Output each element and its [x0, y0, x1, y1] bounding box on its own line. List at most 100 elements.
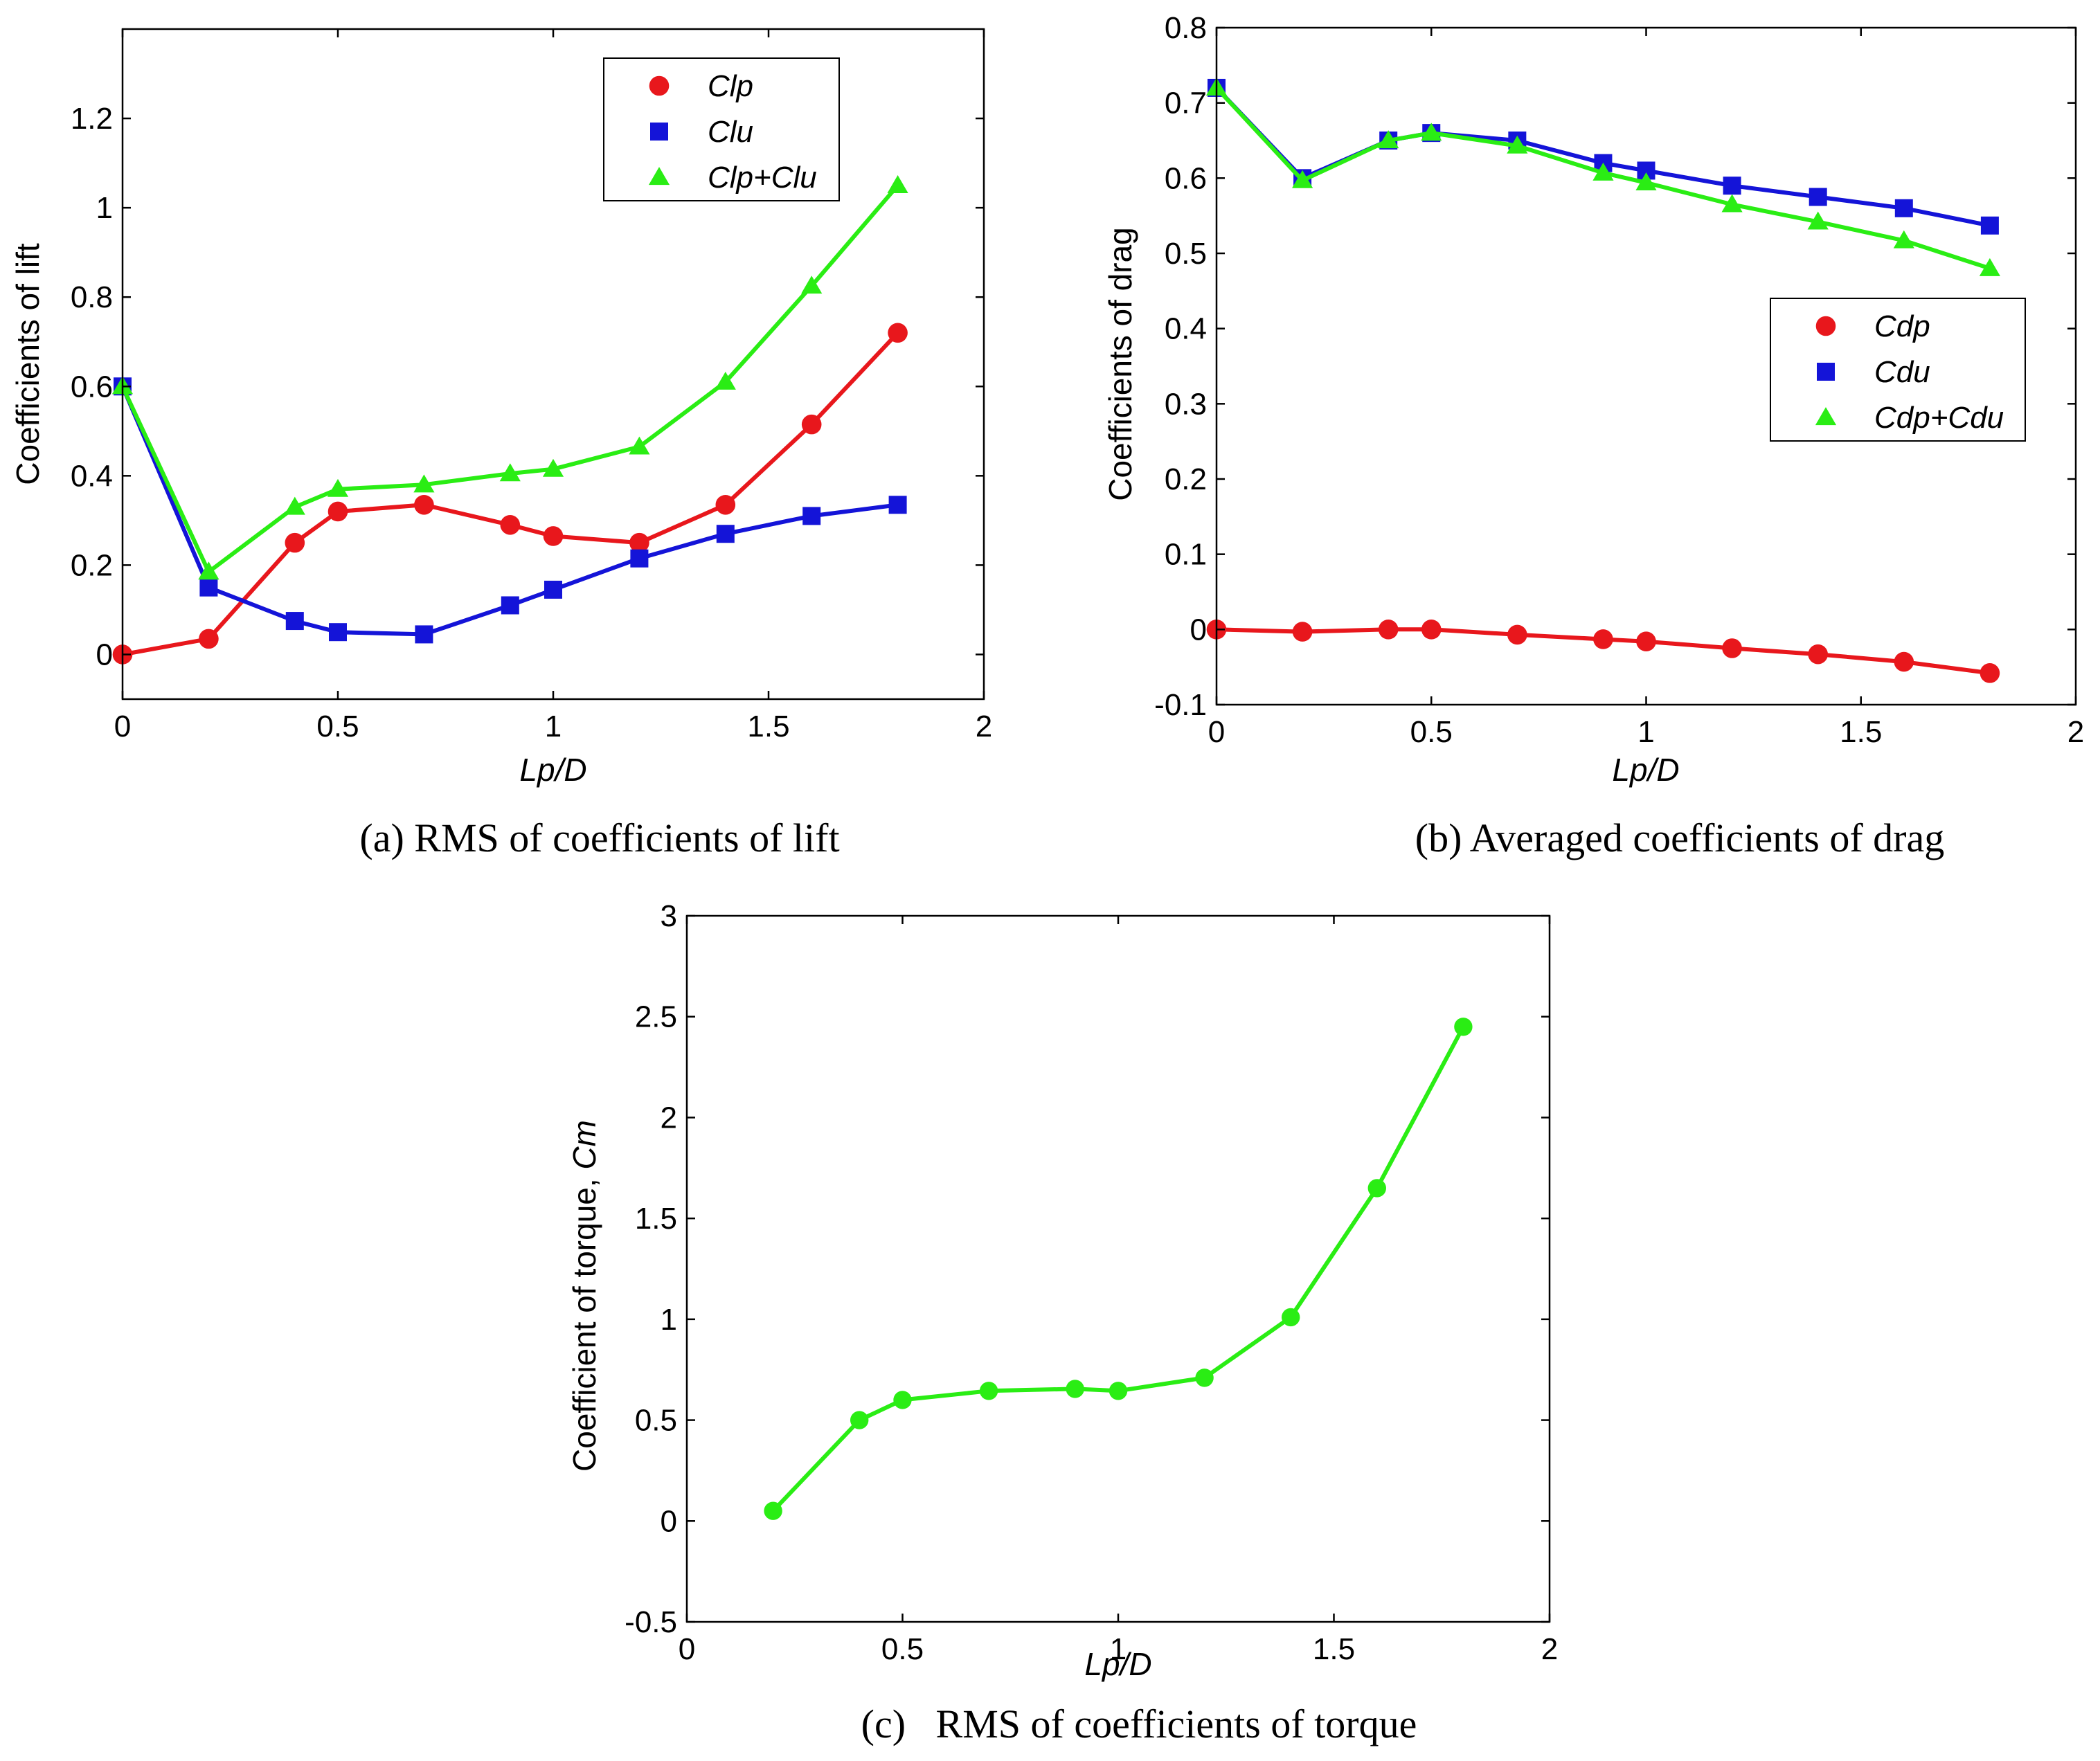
lift-series-clp-plus-clu-point	[887, 175, 908, 193]
lift-series-clp-plus-clu-line	[120, 183, 899, 575]
drag-series-cdp-plus-cdu-point	[1979, 258, 2000, 276]
torque-x-tick-label: 2	[1541, 1632, 1558, 1666]
lift-series-clp-plus-clu-point	[327, 478, 349, 497]
torque-series-cm-point	[1109, 1382, 1128, 1400]
lift-x-tick-label: 1.5	[747, 710, 789, 743]
lift-legend-entry-clp-plus-clu-label: Clp+Clu	[708, 161, 817, 195]
drag-x-tick-label: 2	[2067, 715, 2084, 749]
drag-series-cdp-plus-cdu-point	[1592, 162, 1614, 181]
lift-legend-entry-clu-label: Clu	[708, 115, 753, 149]
lift-series-clp-plus-clu-point	[284, 496, 305, 515]
torque-series-cm-point	[1066, 1380, 1084, 1398]
drag-legend-entry-cdu-marker	[1817, 363, 1835, 381]
lift-y-tick-label: 0.4	[71, 459, 113, 493]
lift-series-clp	[112, 323, 908, 665]
lift-series-clu	[114, 377, 907, 644]
drag-series-cdp-plus-cdu-point	[1507, 135, 1528, 154]
drag-legend-entry-cdp-label: Cdp	[1874, 309, 1930, 343]
lift-y-tick-label: 1	[96, 191, 113, 225]
drag-series-cdp-point	[1636, 631, 1656, 652]
drag-legend-entry-cdp-plus-cdu-marker	[1815, 407, 1837, 426]
lift-legend-entry-clu-marker	[650, 123, 668, 141]
drag-series-cdp-plus-cdu-point	[1721, 194, 1743, 213]
drag-y-tick-label: 0.2	[1165, 462, 1207, 496]
lift-series-clp-plus-clu-point	[413, 474, 435, 493]
lift-y-tick-label: 0.8	[71, 280, 113, 314]
drag-y-tick-label: 0.6	[1165, 161, 1207, 195]
drag-y-tick-label: -0.1	[1154, 688, 1207, 722]
lift-x-tick-label: 0	[114, 710, 131, 743]
drag-y-tick-label: 0.4	[1165, 312, 1207, 346]
drag-x-axis-label: Lp/D	[1612, 752, 1679, 788]
drag-legend-entry-cdp-plus-cdu-label: Cdp+Cdu	[1874, 401, 2004, 435]
lift-series-clu-point	[329, 623, 347, 642]
drag-series-cdp-plus-cdu-point	[1807, 211, 1829, 230]
drag-series-cdp-plus-cdu-point	[1421, 123, 1442, 141]
torque-series-cm-point	[850, 1411, 869, 1429]
lift-series-clu-point	[716, 525, 735, 543]
torque-y-axis-label-prefix: Coefficient of torque,	[566, 1170, 602, 1472]
lift-y-tick-label: 0	[96, 638, 113, 671]
drag-x-tick-label: 1.5	[1840, 715, 1882, 749]
drag-series-cdu-point	[1723, 177, 1741, 195]
torque-y-tick-label: 0	[661, 1504, 677, 1538]
lift-y-axis-label: Coefficients of lift	[10, 243, 46, 485]
lift-series-clu-point	[630, 549, 649, 568]
lift-series-clp-point	[543, 526, 564, 546]
lift-series-clp-plus-clu-point	[715, 371, 736, 390]
drag-legend-entry-cdp-marker	[1815, 316, 1836, 336]
lift-series-clu-point	[285, 612, 304, 631]
drag-y-tick-label: 0	[1190, 613, 1207, 647]
drag-series-cdp-plus-cdu-point	[1893, 230, 1914, 249]
drag-x-tick-label: 1	[1637, 715, 1654, 749]
torque-series-cm-line	[771, 1025, 1466, 1512]
drag-x-tick-label: 0.5	[1410, 715, 1453, 749]
torque-x-tick-label: 0	[679, 1632, 695, 1666]
torque-series-cm-point	[979, 1382, 998, 1400]
lift-series-clp-point	[500, 515, 521, 535]
drag-series-cdp-point	[1894, 651, 1914, 672]
torque-series-cm-point	[764, 1501, 782, 1520]
lift-series-clp-plus-clu-point	[629, 436, 650, 455]
torque-y-axis-label-var: Cm	[566, 1120, 602, 1170]
drag-x-tick-label: 0	[1208, 715, 1225, 749]
torque-caption: (c) RMS of coefficients of torque	[861, 1701, 1417, 1746]
lift-series-clp-plus-clu-point	[198, 561, 219, 580]
lift-x-axis-label: Lp/D	[519, 752, 586, 788]
drag-series-cdp	[1206, 620, 2000, 683]
torque-x-tick-label: 1	[1110, 1632, 1127, 1666]
drag-series-cdu-point	[1809, 188, 1827, 206]
drag-series-cdp-plus-cdu-point	[1378, 130, 1399, 149]
lift-series-clp-point	[715, 494, 736, 515]
drag-series-cdu	[1208, 78, 1999, 235]
drag-series-cdp-point	[1292, 622, 1313, 642]
lift-legend	[603, 57, 840, 201]
lift-series-clp-plus-clu-point	[499, 463, 521, 482]
drag-y-tick-label: 0.3	[1165, 387, 1207, 421]
lift-series-clu-point	[199, 578, 218, 597]
torque-series-cm	[764, 1018, 1473, 1520]
drag-series-cdp-point	[1378, 620, 1399, 640]
lift-series-clp-point	[327, 501, 348, 522]
lift-legend-entry-clp-label: Clp	[708, 69, 753, 103]
lift-series-clp-plus-clu-point	[542, 458, 564, 477]
drag-series-cdp-plus-cdu-point	[1292, 170, 1313, 188]
lift-series-clp-plus-clu-point	[801, 276, 823, 294]
drag-series-cdp-point	[1980, 663, 2000, 683]
lift-x-tick-label: 2	[976, 710, 992, 743]
drag-legend	[1770, 298, 2026, 442]
lift-legend-entry-clp-marker	[649, 75, 670, 96]
drag-series-cdp-plus-cdu	[1205, 78, 2000, 276]
drag-y-tick-label: 0.1	[1165, 538, 1207, 572]
drag-series-cdp-point	[1722, 638, 1742, 658]
lift-series-clu-point	[888, 496, 907, 514]
drag-series-cdp-point	[1593, 629, 1613, 649]
drag-series-cdp-point	[1507, 624, 1527, 645]
lift-series-clu-point	[501, 596, 519, 615]
drag-y-tick-label: 0.8	[1165, 11, 1207, 45]
torque-y-axis-label: Coefficient of torque, Cm	[566, 1120, 602, 1472]
drag-y-axis-label: Coefficients of drag	[1102, 227, 1138, 501]
torque-chart: 0 0.5 1 1.5 2-0.500.511.522.53 Lp/D Coeffici…	[566, 899, 1558, 1746]
lift-series-clp-point	[199, 629, 219, 649]
lift-caption: (a) RMS of coefficients of lift	[359, 815, 839, 860]
